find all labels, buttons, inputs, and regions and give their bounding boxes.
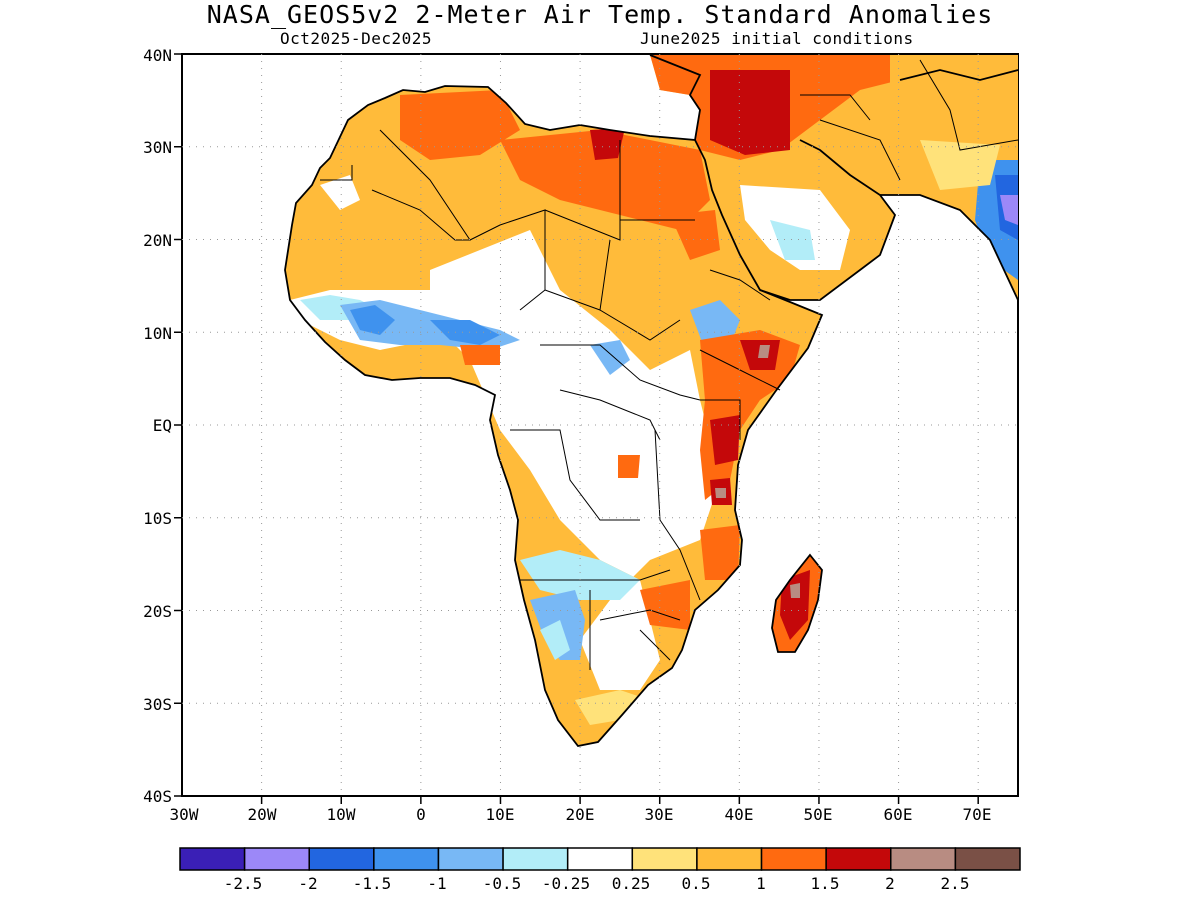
- lon-label: 20W: [248, 805, 277, 824]
- colorbar-label: -2: [298, 874, 317, 893]
- map-title: NASA_GEOS5v2 2-Meter Air Temp. Standard …: [206, 0, 994, 29]
- colorbar-label: 2: [885, 874, 895, 893]
- colorbar-swatch: [954, 847, 1021, 871]
- colorbar-swatch: [890, 847, 957, 871]
- lat-label: 40S: [143, 787, 172, 806]
- forecast-period: Oct2025-Dec2025: [280, 29, 432, 48]
- lat-axis-labels: 40N 30N 20N 10N EQ 10S 20S 30S 40S: [143, 46, 172, 806]
- colorbar-labels: -2.5 -2 -1.5 -1 -0.5 -0.25 0.25 0.5 1 1.…: [224, 874, 970, 893]
- lon-axis-labels: 30W 20W 10W 0 10E 20E 30E 40E 50E 60E 70…: [170, 805, 992, 824]
- colorbar-swatch: [373, 847, 440, 871]
- lat-label: 10N: [143, 324, 172, 343]
- mideast-anomaly-field: [650, 55, 1018, 300]
- colorbar-swatch: [566, 847, 634, 871]
- colorbar-swatch: [825, 847, 892, 871]
- colorbar-label: 0.25: [612, 874, 651, 893]
- colorbar-label: -1.5: [353, 874, 392, 893]
- lon-label: 50E: [804, 805, 833, 824]
- colorbar-swatch: [696, 847, 763, 871]
- lon-label: 0: [416, 805, 426, 824]
- colorbar-label: 1.5: [811, 874, 840, 893]
- gridlines: [182, 54, 1018, 796]
- lon-label: 10E: [486, 805, 515, 824]
- axis-ticks: [174, 53, 979, 804]
- colorbar-label: 2.5: [941, 874, 970, 893]
- colorbar-swatch: [308, 847, 375, 871]
- coastlines: [284, 54, 1019, 747]
- lat-label: 10S: [143, 509, 172, 528]
- lon-label: 30W: [170, 805, 199, 824]
- country-borders: [320, 59, 1019, 670]
- lon-label: 10W: [327, 805, 356, 824]
- lat-label: 30N: [143, 138, 172, 157]
- lat-label: 40N: [143, 46, 172, 65]
- lon-label: 20E: [566, 805, 595, 824]
- lon-label: 70E: [963, 805, 992, 824]
- colorbar-label: 0.5: [682, 874, 711, 893]
- lat-label: 20S: [143, 602, 172, 621]
- colorbar-label: -0.5: [483, 874, 522, 893]
- colorbar: [179, 847, 1021, 871]
- colorbar-swatch: [437, 847, 504, 871]
- colorbar-swatch: [502, 847, 569, 871]
- colorbar-label: -1: [427, 874, 446, 893]
- lat-label: EQ: [153, 416, 172, 435]
- colorbar-swatch: [631, 847, 698, 871]
- colorbar-label: -0.25: [542, 874, 590, 893]
- colorbar-label: 1: [756, 874, 766, 893]
- colorbar-swatch: [179, 847, 246, 871]
- colorbar-swatch: [243, 847, 310, 871]
- lat-label: 20N: [143, 231, 172, 250]
- lat-label: 30S: [143, 695, 172, 714]
- colorbar-label: -2.5: [224, 874, 263, 893]
- lon-label: 60E: [884, 805, 913, 824]
- colorbar-swatch: [760, 847, 827, 871]
- lon-label: 40E: [725, 805, 754, 824]
- lon-label: 30E: [645, 805, 674, 824]
- initial-conditions: June2025 initial conditions: [640, 29, 914, 48]
